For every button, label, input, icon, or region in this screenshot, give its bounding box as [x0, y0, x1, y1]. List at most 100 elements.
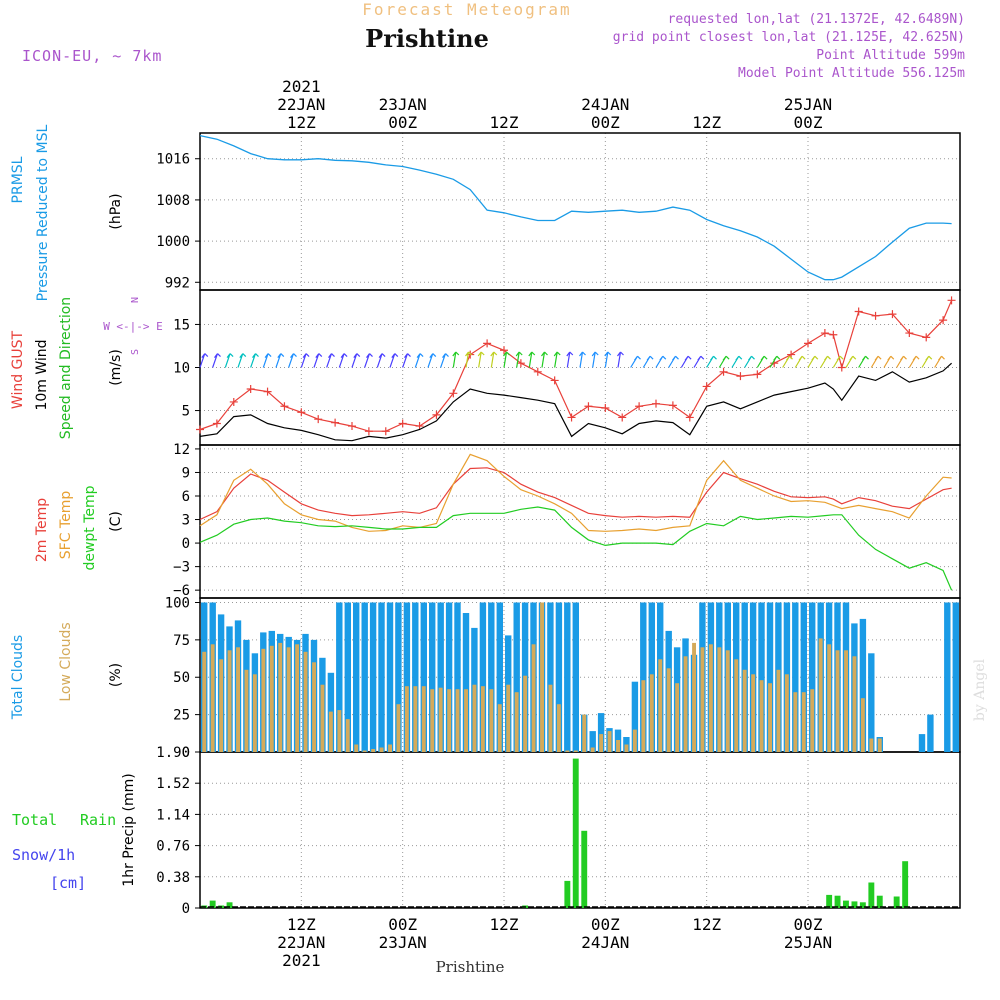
total-cloud-bar — [445, 602, 453, 752]
wind-gust-point — [871, 311, 880, 320]
wind-gust-point — [196, 425, 204, 434]
low-cloud-bar — [531, 644, 536, 752]
wind-direction-arrow — [858, 355, 869, 368]
wind-gust-point — [947, 296, 956, 305]
wind-gust-point — [314, 415, 323, 424]
rain-bar — [859, 902, 866, 908]
wind-direction-arrow — [566, 351, 574, 368]
rain-bar — [843, 900, 849, 908]
low-cloud-bar — [776, 669, 781, 752]
label-total-clouds: Total Clouds — [10, 635, 26, 720]
low-cloud-bar — [692, 642, 696, 752]
wind-direction-arrow — [731, 355, 743, 368]
ytick-label: 15 — [173, 317, 190, 333]
title-main: Prishtine — [365, 24, 489, 53]
total-cloud-bar — [868, 653, 875, 752]
total-cloud-bar — [758, 602, 765, 752]
top-axis-hour: 00Z — [591, 113, 620, 132]
wind-direction-arrow — [465, 351, 472, 368]
wind-direction-arrow — [604, 351, 612, 368]
low-cloud-bar — [675, 683, 680, 752]
label-total: Total — [12, 811, 57, 829]
total-cloud-bar — [859, 618, 867, 752]
ytick-label: 6 — [182, 489, 190, 505]
top-axis-year: 2021 — [282, 77, 321, 96]
label-cm: [cm] — [50, 874, 86, 892]
low-cloud-bar — [371, 749, 376, 752]
bottom-axis-hour: 00Z — [794, 915, 823, 934]
low-cloud-bar — [438, 687, 443, 752]
bottom-axis-hour: 12Z — [287, 915, 316, 934]
wind-direction-arrow — [680, 355, 692, 368]
wind-direction-arrow — [515, 351, 523, 368]
low-cloud-bar — [421, 686, 426, 752]
low-cloud-bar — [573, 750, 578, 752]
wind-gust-point — [263, 387, 272, 396]
low-cloud-bar — [725, 650, 730, 752]
total-cloud-bar — [640, 602, 647, 752]
wind-direction-arrow — [224, 353, 234, 368]
wind-gust-point — [736, 372, 745, 381]
low-cloud-bar — [286, 647, 291, 752]
sfc-temp-line — [199, 453, 952, 532]
pressure-line — [199, 134, 952, 281]
low-cloud-bar — [506, 684, 511, 752]
total-cloud-bar — [429, 602, 436, 752]
wind-direction-arrow — [769, 355, 781, 368]
low-cloud-bar — [548, 684, 553, 752]
panel-ylabel: (C) — [108, 511, 124, 532]
wind-gust-point — [533, 367, 542, 376]
wind-gust-point — [702, 382, 711, 391]
label-prmsl: PRMSL — [10, 156, 26, 203]
wind-direction-arrow — [744, 355, 755, 368]
low-cloud-bar — [404, 686, 409, 752]
low-cloud-bar — [734, 659, 739, 752]
low-cloud-bar — [328, 711, 333, 752]
low-cloud-bar — [362, 750, 367, 752]
ytick-label: 10 — [173, 361, 190, 377]
total-cloud-bar — [555, 602, 563, 752]
ytick-label: 1.52 — [156, 776, 190, 792]
bottom-axis-hour: 00Z — [591, 915, 620, 934]
low-cloud-bar — [877, 738, 882, 752]
wind-gust-point — [584, 402, 593, 411]
low-cloud-bar — [624, 744, 629, 752]
wind-direction-arrow — [376, 353, 386, 368]
low-cloud-bar — [742, 669, 747, 752]
low-cloud-bar — [860, 698, 865, 752]
low-cloud-bar — [489, 689, 494, 752]
wind-direction-arrow — [655, 355, 667, 368]
wind-direction-arrow — [820, 355, 831, 368]
wind-gust-point — [829, 330, 838, 339]
wind-direction-arrow — [782, 355, 793, 368]
total-cloud-bar — [369, 602, 377, 752]
low-cloud-bar — [244, 669, 249, 752]
wind-direction-arrow — [364, 353, 373, 368]
wind-direction-arrow — [896, 355, 907, 368]
total-cloud-bar — [488, 602, 495, 752]
panel-0: 992 1000 1008 1016 (hPa) — [108, 132, 961, 291]
wind-gust-point — [685, 413, 694, 422]
wind-gust-point — [652, 399, 660, 408]
low-cloud-bar — [514, 692, 519, 752]
rain-bar — [902, 861, 909, 908]
ytick-label: 1008 — [156, 193, 190, 209]
rain-bar — [876, 895, 883, 908]
wind-direction-arrow — [934, 355, 945, 368]
wind-direction-arrow — [440, 353, 449, 368]
model-label: ICON-EU, ~ 7km — [22, 47, 162, 65]
watermark: by Angel — [972, 658, 988, 721]
wind-direction-arrow — [845, 355, 857, 368]
panel-frame — [199, 751, 961, 909]
low-cloud-bar — [616, 740, 620, 752]
total-cloud-bar — [809, 602, 816, 752]
panel-1: 5 10 15 (m/s) — [108, 289, 961, 446]
panel-ylabel: (m/s) — [108, 349, 124, 386]
wind-gust-point — [297, 408, 306, 417]
ytick-label: 100 — [165, 595, 190, 611]
info-gridpoint: grid point closest lon,lat (21.125E, 42.… — [613, 30, 965, 45]
ytick-label: 75 — [173, 633, 190, 649]
wind-direction-arrow — [212, 353, 221, 368]
wind-gust-point — [939, 316, 948, 325]
